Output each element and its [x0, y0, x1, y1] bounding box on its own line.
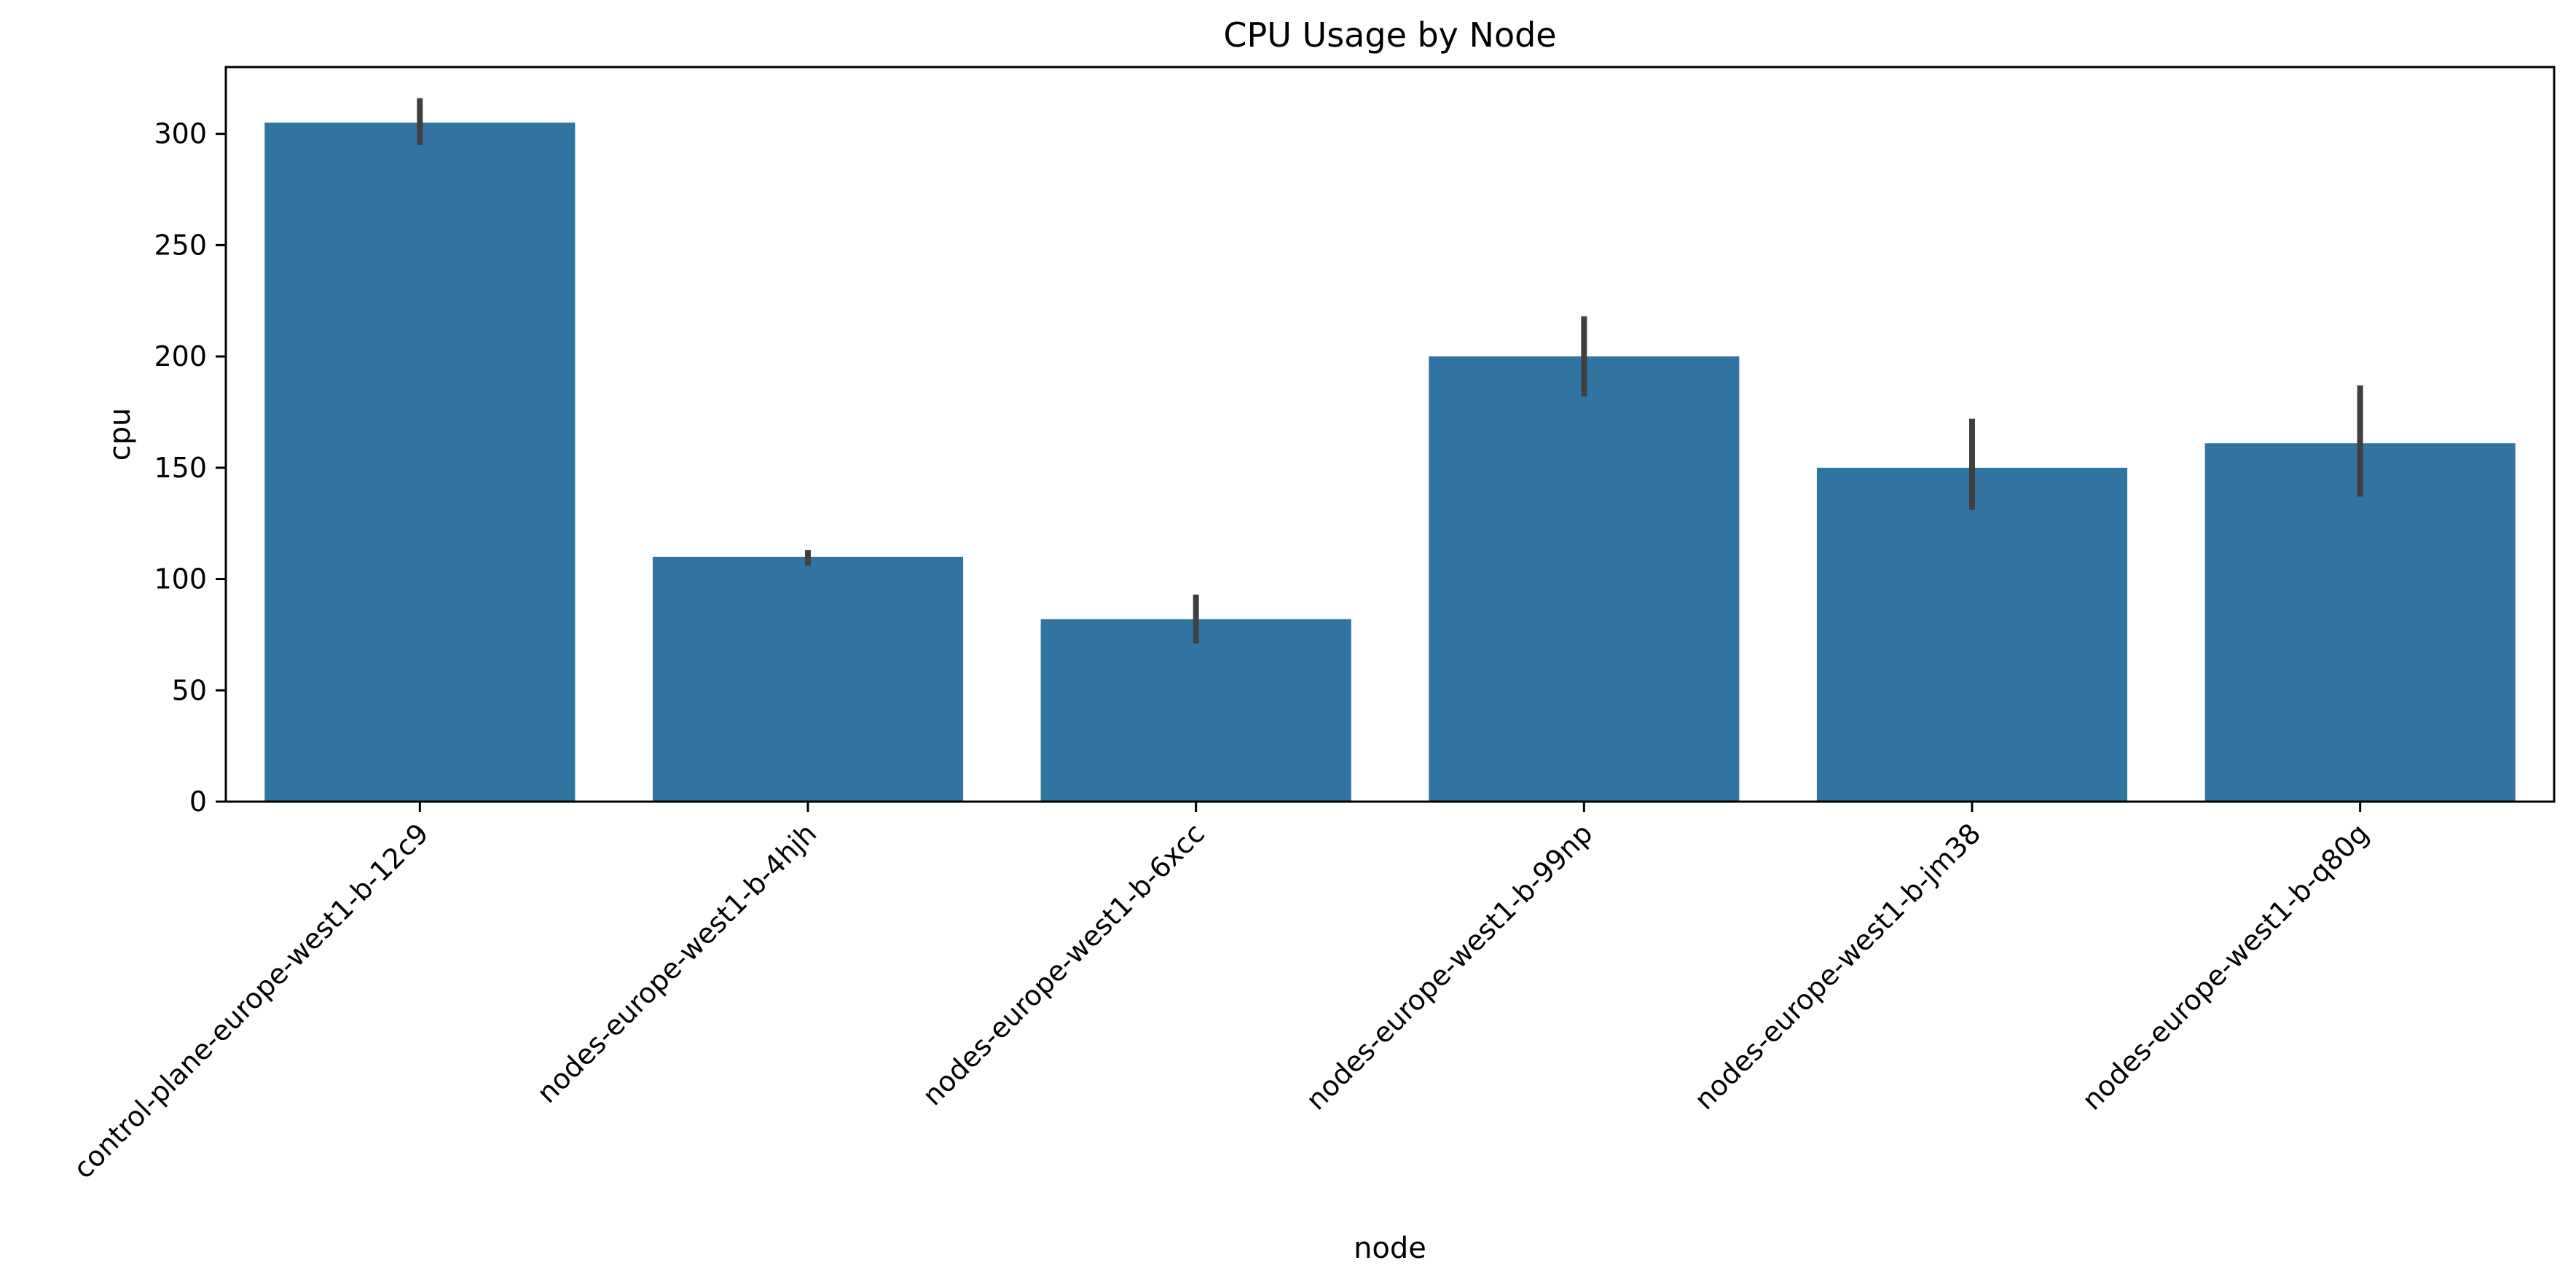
y-tick-label: 250	[154, 229, 207, 261]
bar	[652, 557, 964, 802]
y-tick-label: 200	[154, 340, 207, 372]
x-axis-label: node	[1354, 1232, 1426, 1265]
bar	[2204, 443, 2516, 802]
chart-title: CPU Usage by Node	[1223, 15, 1556, 55]
y-tick-label: 0	[189, 786, 207, 818]
bar	[1040, 619, 1351, 802]
bar	[1816, 467, 2128, 802]
y-tick-label: 50	[172, 674, 207, 706]
bar	[264, 122, 576, 802]
bar	[1429, 356, 1740, 802]
plot-area-frame	[224, 66, 2556, 803]
error-bars-layer	[417, 98, 2363, 644]
y-axis-label: cpu	[103, 408, 137, 461]
y-tick-label: 300	[154, 118, 207, 150]
y-tick-label: 100	[154, 563, 207, 595]
y-axis: 0 50 100 150 200 250 300	[154, 118, 226, 818]
y-tick-label: 150	[154, 452, 207, 484]
bars-layer	[264, 122, 2516, 802]
